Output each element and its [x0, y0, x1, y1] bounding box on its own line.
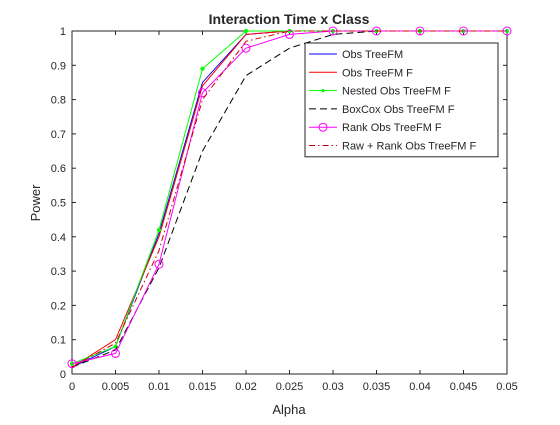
y-tick-label: 0.3 [51, 266, 66, 278]
legend-label: Nested Obs TreeFM F [342, 86, 451, 98]
x-tick-label: 0.01 [148, 381, 169, 393]
y-tick-label: 0.8 [51, 95, 66, 107]
legend-item: Rank Obs TreeFM F [309, 122, 442, 134]
x-tick-label: 0.045 [450, 381, 478, 393]
data-point [241, 43, 251, 53]
y-axis-label: Power [28, 184, 43, 222]
y-tick-label: 0.6 [51, 163, 66, 175]
data-point [67, 359, 77, 369]
y-tick-label: 0.2 [51, 300, 66, 312]
data-point [243, 28, 249, 34]
legend-item: Obs TreeFM [309, 49, 403, 61]
legend-marker [321, 89, 325, 93]
x-tick-label: 0.015 [189, 381, 217, 393]
x-tick-label: 0.035 [363, 381, 391, 393]
data-point [156, 227, 162, 233]
y-tick-label: 0.1 [51, 335, 66, 347]
legend-label: Raw + Rank Obs TreeFM F [342, 141, 476, 153]
data-point [285, 29, 294, 39]
legend-item: Obs TreeFM F [309, 67, 413, 79]
legend-item: Raw + Rank Obs TreeFM F [309, 141, 476, 153]
data-point [111, 348, 120, 358]
data-point [415, 26, 425, 36]
y-tick-label: 0.5 [51, 198, 66, 210]
legend-marker [318, 122, 328, 132]
data-point [200, 66, 205, 71]
x-tick-label: 0.025 [276, 381, 304, 393]
x-axis-label: Alpha [272, 402, 306, 417]
series-6 [71, 30, 507, 368]
y-tick-label: 0 [60, 369, 66, 381]
x-tick-label: 0 [69, 381, 75, 393]
legend-label: Obs TreeFM F [342, 67, 413, 79]
x-tick-label: 0.02 [235, 381, 256, 393]
y-tick-label: 0.9 [51, 60, 66, 72]
legend-label: BoxCox Obs TreeFM F [342, 104, 455, 116]
legend: Obs TreeFM Obs TreeFM F Nested Obs TreeFM … [304, 42, 499, 158]
legend-label: Rank Obs TreeFM F [342, 122, 442, 134]
data-point [154, 259, 164, 269]
chart-title: Interaction Time x Class [209, 11, 370, 27]
x-tick-label: 0.04 [409, 381, 430, 393]
data-point [198, 88, 207, 98]
y-tick-label: 1 [60, 26, 66, 38]
x-tick-label: 0.03 [322, 381, 343, 393]
x-tick-label: 0.005 [102, 381, 130, 393]
legend-item: Nested Obs TreeFM F [309, 86, 451, 98]
x-tick-label: 0.05 [496, 381, 517, 393]
legend-box [304, 42, 499, 158]
legend-item: BoxCox Obs TreeFM F [309, 104, 455, 116]
y-tick-label: 0.4 [51, 232, 66, 244]
y-tick-label: 0.7 [51, 129, 66, 141]
legend-label: Obs TreeFM [342, 49, 403, 61]
series-line [71, 30, 507, 368]
